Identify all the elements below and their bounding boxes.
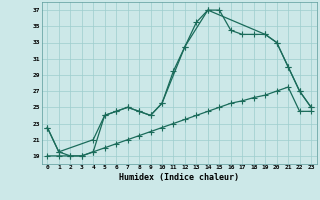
X-axis label: Humidex (Indice chaleur): Humidex (Indice chaleur) [119, 173, 239, 182]
